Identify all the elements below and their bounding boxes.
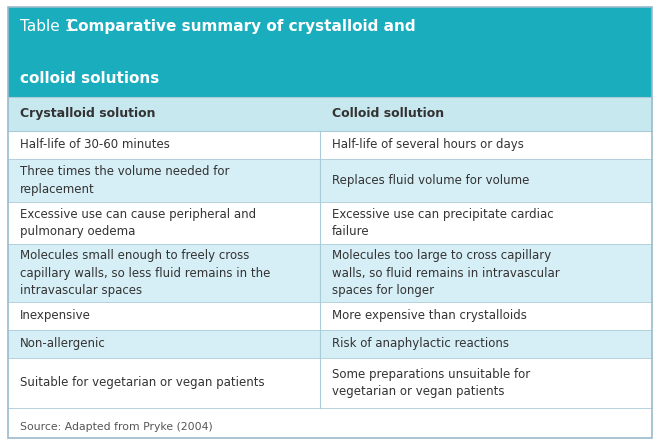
Text: Suitable for vegetarian or vegan patients: Suitable for vegetarian or vegan patient… — [20, 376, 265, 389]
Bar — [8, 358, 652, 408]
Bar — [8, 202, 652, 244]
Text: Some preparations unsuitable for
vegetarian or vegan patients: Some preparations unsuitable for vegetar… — [332, 368, 531, 398]
Text: Replaces fluid volume for volume: Replaces fluid volume for volume — [332, 174, 529, 187]
Text: Excessive use can precipitate cardiac
failure: Excessive use can precipitate cardiac fa… — [332, 208, 554, 238]
Text: Comparative summary of crystalloid and: Comparative summary of crystalloid and — [67, 19, 416, 34]
Text: Molecules too large to cross capillary
walls, so fluid remains in intravascular
: Molecules too large to cross capillary w… — [332, 249, 560, 297]
Text: colloid solutions: colloid solutions — [20, 71, 159, 86]
Bar — [8, 131, 652, 159]
Text: Excessive use can cause peripheral and
pulmonary oedema: Excessive use can cause peripheral and p… — [20, 208, 256, 238]
Text: Half-life of 30-60 minutes: Half-life of 30-60 minutes — [20, 138, 170, 151]
Text: Half-life of several hours or days: Half-life of several hours or days — [332, 138, 524, 151]
Text: Colloid sollution: Colloid sollution — [332, 107, 444, 120]
Bar — [8, 408, 652, 445]
Text: Table 1.: Table 1. — [20, 19, 84, 34]
Bar — [8, 302, 652, 330]
Text: Three times the volume needed for
replacement: Three times the volume needed for replac… — [20, 165, 229, 195]
Text: Crystalloid solution: Crystalloid solution — [20, 107, 155, 120]
Text: Molecules small enough to freely cross
capillary walls, so less fluid remains in: Molecules small enough to freely cross c… — [20, 249, 270, 297]
Text: More expensive than crystalloids: More expensive than crystalloids — [332, 309, 527, 322]
Bar — [8, 159, 652, 202]
Text: Risk of anaphylactic reactions: Risk of anaphylactic reactions — [332, 337, 510, 351]
Text: Non-allergenic: Non-allergenic — [20, 337, 106, 351]
Bar — [8, 244, 652, 302]
Text: Inexpensive: Inexpensive — [20, 309, 90, 322]
Bar — [8, 97, 652, 131]
Text: Source: Adapted from Pryke (2004): Source: Adapted from Pryke (2004) — [20, 422, 213, 432]
Bar — [8, 7, 652, 97]
Bar — [8, 330, 652, 358]
